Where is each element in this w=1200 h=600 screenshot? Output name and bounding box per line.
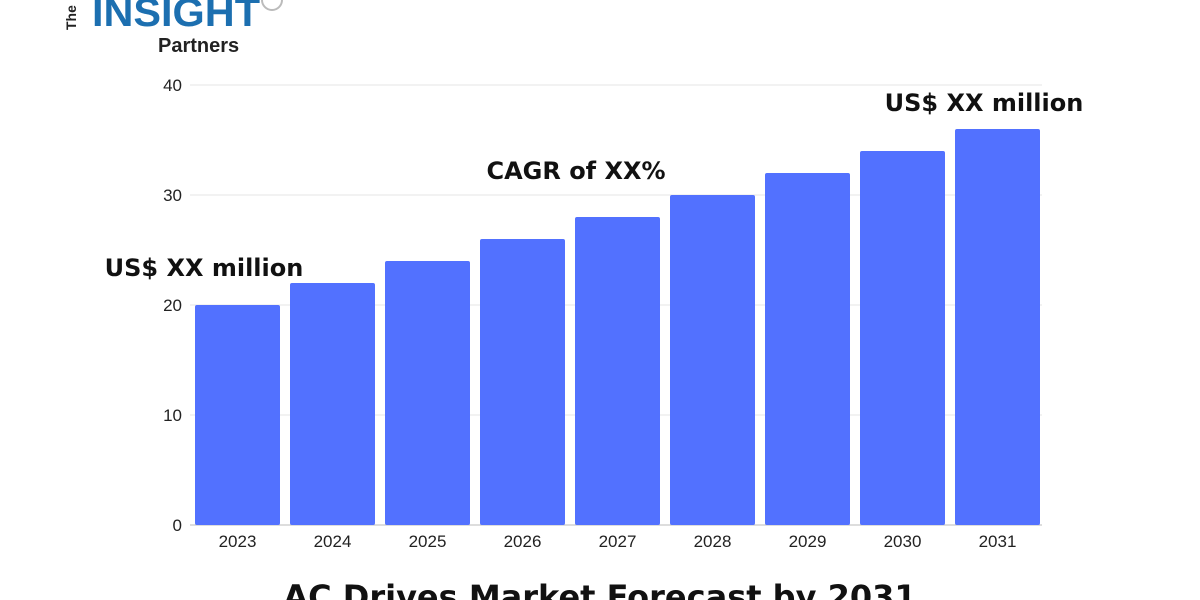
x-tick-label: 2031 [979,532,1017,551]
y-tick-label: 30 [163,186,182,205]
logo-magnifier-icon [261,0,283,11]
y-tick-label: 0 [173,516,182,535]
bar-2031 [955,129,1040,525]
logo-the: The [63,5,79,30]
x-tick-label: 2029 [789,532,827,551]
x-tick-label: 2025 [409,532,447,551]
x-tick-label: 2028 [694,532,732,551]
bar-2029 [765,173,850,525]
logo-partners: Partners [158,35,239,57]
chart-title: AC Drives Market Forecast by 2031 [283,578,916,600]
x-tick-label: 2023 [219,532,257,551]
y-tick-label: 20 [163,296,182,315]
x-tick-label: 2024 [314,532,352,551]
bar-2026 [480,239,565,525]
y-tick-label: 40 [163,76,182,95]
bar-2024 [290,283,375,525]
bar-2025 [385,261,470,525]
annotation-end: US$ XX million [885,89,1084,117]
annotation-cagr: CAGR of XX% [486,157,665,185]
logo-insight: INSIGHT [92,0,260,35]
x-tick-label: 2027 [599,532,637,551]
the-insight-partners-logo: The INSIGHT Partners [63,0,283,57]
annotation-start: US$ XX million [105,254,304,282]
bar-2028 [670,195,755,525]
bar-2030 [860,151,945,525]
y-tick-label: 10 [163,406,182,425]
x-tick-label: 2030 [884,532,922,551]
x-tick-label: 2026 [504,532,542,551]
bar-2023 [195,305,280,525]
bar-2027 [575,217,660,525]
